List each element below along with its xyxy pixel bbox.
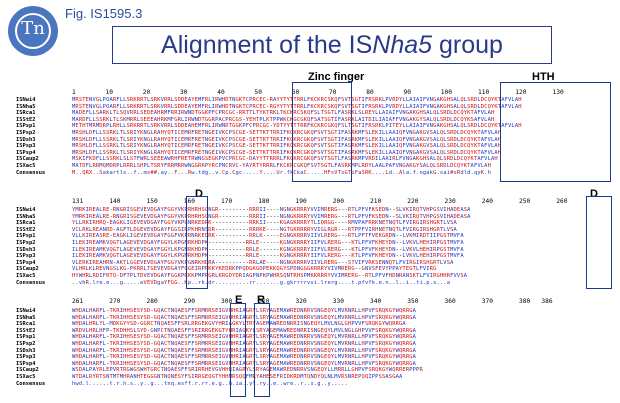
sequence-name: ISXac5	[16, 373, 36, 380]
sequence-name: ISCaup2	[16, 266, 39, 273]
zinc-finger-box	[292, 82, 352, 182]
sequence-name: ISPsp3	[16, 354, 36, 361]
logo-ring	[15, 13, 51, 49]
sequence-row: WHDALHARFL-TKRIHHSESYSD-GQACTNQAESFFSRMR…	[72, 340, 417, 347]
sequence-name: ISNwi4	[16, 308, 36, 314]
sequence-row: VLERKIREAHRN-AKTLGGEVEVDGAYFGGYVKPGNRKHD…	[72, 259, 454, 266]
sequence-row: YMRKIREALRE-RNGRISGEVEVDGAYFGGYVKPRHRHSG…	[72, 207, 471, 213]
sequence-name: ISCaup2	[16, 156, 39, 163]
sequence-name: ISPsp4	[16, 259, 36, 266]
sequence-name: ISPsp1	[16, 334, 36, 341]
r-box	[254, 303, 270, 397]
sequence-name: ISNwi4	[16, 97, 36, 103]
sequence-row: MRSHLDFLLSSRKLTLSRIYKNGLRAHYQTICEMRFRETN…	[72, 136, 502, 143]
ruler-3: 261 270 280 290 300 310 320 330 340 350 …	[72, 298, 553, 305]
sequence-name: ISRca1	[16, 110, 36, 117]
sequence-name: ISStE2	[16, 226, 36, 233]
sequence-name: ISNha5	[16, 103, 36, 110]
sequence-row: WHDALHARFL-TKRIHHSESYSD-GQACTNQAESFFSRMR…	[72, 360, 417, 367]
sequence-name: ISPsp3	[16, 253, 36, 260]
sequence-name: ISPsp4	[16, 360, 36, 367]
sequence-row: MARDFLLSSRKLTLSKMRRLSEEEAHRKMFGRLIRWNDTG…	[72, 116, 495, 123]
ruler-1: 1 10 20 30 40 50 60 70 80 90 100 110 120…	[72, 89, 564, 96]
sequence-name: ISPsp2	[16, 340, 36, 347]
sequence-name: ISPsp1	[16, 123, 36, 130]
logo-text: Tn	[21, 18, 45, 39]
sequence-row: hwd.l......t.r.h.s..y..g...tnq.esff.r.rr…	[72, 380, 348, 387]
sequence-name: Consensus	[16, 380, 46, 387]
sequence-row: ILEKIREAMKVQGTLAGEVEVDGAYFGGYLKPGNRKHDPK…	[72, 253, 464, 260]
r-label: R	[257, 294, 265, 306]
sequence-row: WHDALHARFL-TKRIHHSESYSD-GQACTNQAESFFSRMR…	[72, 354, 417, 361]
sequence-row: WSDALPAYRLEPVRTRGWGSWHTGRCTNQAESFFSRIRRH…	[72, 367, 423, 374]
figure-label: Fig. IS1595.3	[65, 6, 143, 21]
sequence-row: WHDALHARFL-TKRIHHSESYSD-GQACTNQAESFFSRMR…	[72, 347, 417, 354]
hth-box	[500, 82, 611, 182]
sequence-name: ISNha5	[16, 314, 36, 321]
sequence-name: ISPsp4	[16, 149, 36, 156]
sequence-row: ILEKIREAMKVQGTLAGEVEVDGAYFGGYLKPGNRKHDPK…	[72, 246, 464, 253]
page-title: Alignment of the ISNha5 group	[112, 26, 552, 64]
logo: Tn	[8, 6, 58, 56]
sequence-row: METHTMRMDRPLRHLLSRKRRTLSRKVRRLSDDEAHEMFR…	[72, 123, 522, 130]
sequence-name: ISRca1	[16, 321, 36, 328]
sequence-row: MRSHLDFLLSSRKLTLSRIYKNGLRAHYQTICEMRFRETN…	[72, 129, 502, 136]
sequence-row: VLLKIREASRE-EAGKLIGEVEVDGAYFGGFVKPRNRKED…	[72, 233, 464, 240]
sequence-name: ISDsh3	[16, 347, 36, 354]
sequence-name: ISPsp2	[16, 239, 36, 246]
alignment-block-2: YMRKIREALRE-RNGRISGEVEVDGAYFGGYVKPRHRHSG…	[72, 207, 471, 286]
sequence-name: Consensus	[16, 279, 46, 286]
sequence-name: ISDsh3	[16, 136, 36, 143]
sequence-names-1: ISNwi4 ISNha5 ISRca1 ISStE2 ISPsp1 ISPsp2 ISDs…	[16, 97, 71, 176]
sequence-row: MSKIFKDFLLSSRKLSLSTFWRLSEEEAWRHFRETRWNGS…	[72, 156, 498, 163]
sequence-row: WHDALHARFL-TKRIHHSESYSD-GQACTNQAESFFSRMR…	[72, 314, 417, 321]
sequence-name: Consensus	[16, 169, 46, 176]
sequence-row: WTDALRYRTSNTMTMHRANHTEGGGNTNQNESYFSIRRGE…	[72, 373, 403, 380]
sequence-name: ISPsp3	[16, 143, 36, 150]
sequence-row: HYWHRLRDIFRTQ-DFTPLTDVEVDGAYFGGKPRKKPMPR…	[72, 272, 468, 279]
sequence-names-3: ISNwi4 ISNha5 ISRca1 ISStE2 ISPsp1 ISPsp2 ISDs…	[16, 308, 71, 387]
hth-label: HTH	[532, 71, 555, 83]
sequence-row: ..vhR.lre.e...g.....eVEVDgaYFGG..Kp..rk.…	[72, 279, 451, 286]
sequence-row: YMRKIREALRE-RNGRISGEVEVDGAYFGGYVKPRHRHSG…	[72, 213, 471, 220]
sequence-name: ISPsp2	[16, 129, 36, 136]
sequence-row: MRSHLDFLLSSRKLTLSRIYKNGLRAHYQTICEMRFRETN…	[72, 143, 502, 150]
d-label-1: D	[195, 188, 203, 200]
sequence-row: MADEFLLSARKLTLSQVRRLSEDEAHRMFRRIRWNDTGGK…	[72, 110, 495, 117]
sequence-row: MRSHLDFLLSSRKLTLSRIYKNGLRAHYQTICEMRFRETN…	[72, 149, 502, 156]
alignment-block-1: MRSTENVGLPOARFLLSRKRRTLSRKVRRLSDDEAYEMFR…	[72, 97, 522, 176]
alignment-block-3: WHDALHARFL-TKRIHHSESYSD-GQACTNQAESFFSRMR…	[72, 308, 423, 387]
d-box-2	[586, 196, 612, 289]
sequence-name: ISRca1	[16, 220, 36, 227]
sequence-name: ISCaup2	[16, 367, 39, 374]
zinc-finger-label: Zinc finger	[308, 71, 365, 83]
sequence-row: YLLRKIRHRQ-EAGKLIGEVEVDGAYFGGYVKPGNRKEDR…	[72, 220, 457, 227]
d-box-1	[186, 196, 208, 289]
sequence-row: WHDALHARFL-TKRIHHSESYSD-GQACTNQAESFFSRMR…	[72, 308, 417, 314]
sequence-names-2: ISNwi4 ISNha5 ISRca1 ISStE2 ISPsp1 ISPsp2 ISDs…	[16, 207, 71, 286]
sequence-row: M..QRX..Sakartls..f..ms##.ay..F...Rw.tdg…	[72, 169, 491, 176]
sequence-name: ISXac5	[16, 272, 36, 279]
sequence-row: MRSTENVGLPOARFLLSRKRRTLSRKVRRLSDDEAYEMFR…	[72, 103, 522, 110]
sequence-row: WHDALHARFL-TKRIHHSESYSD-GQACTNQAESFFSRMR…	[72, 334, 417, 341]
sequence-name: ISStE2	[16, 116, 36, 123]
sequence-row: WRDVLHRLHFP-TKDHHSLSYD-GNPCTNQAESFFSRIRR…	[72, 327, 417, 334]
e-label: E	[235, 294, 243, 306]
sequence-name: ISNwi4	[16, 207, 36, 213]
sequence-row: WHDALHRLYL-MDKGYYSD-GGRCTNQAESFFSRLRRGEK…	[72, 321, 406, 328]
sequence-row: MATDFLRRMQMDRPLRRRLSHPLTSRYFRRMRRWNGGRKP…	[72, 162, 491, 169]
sequence-name: ISDsh3	[16, 246, 36, 253]
sequence-name: ISNha5	[16, 213, 36, 220]
e-box	[230, 303, 246, 397]
d-label-2: D	[590, 188, 598, 200]
sequence-row: VLHRLKLREVNGSLKG-PKRRLTGEVEVDGAYFGGEIRPR…	[72, 266, 437, 273]
sequence-name: ISStE2	[16, 327, 36, 334]
sequence-row: MRSTENVGLPOARFLLSRKRRTLSRKVRRLSDDEAYEMFR…	[72, 97, 522, 103]
sequence-name: ISPsp1	[16, 233, 36, 240]
sequence-row: ILEKIREAMKVQGTLAGEVEVDGAYFGGYLKPGNRKHDPK…	[72, 239, 464, 246]
sequence-row: VCLRKLREANRD-AGFTLDGEVEVDGAYFGGSIRPKHRNS…	[72, 226, 457, 233]
ruler-2: 131 140 150 160 170 180 190 200 210 220 …	[72, 198, 568, 205]
sequence-name: ISXac5	[16, 162, 36, 169]
